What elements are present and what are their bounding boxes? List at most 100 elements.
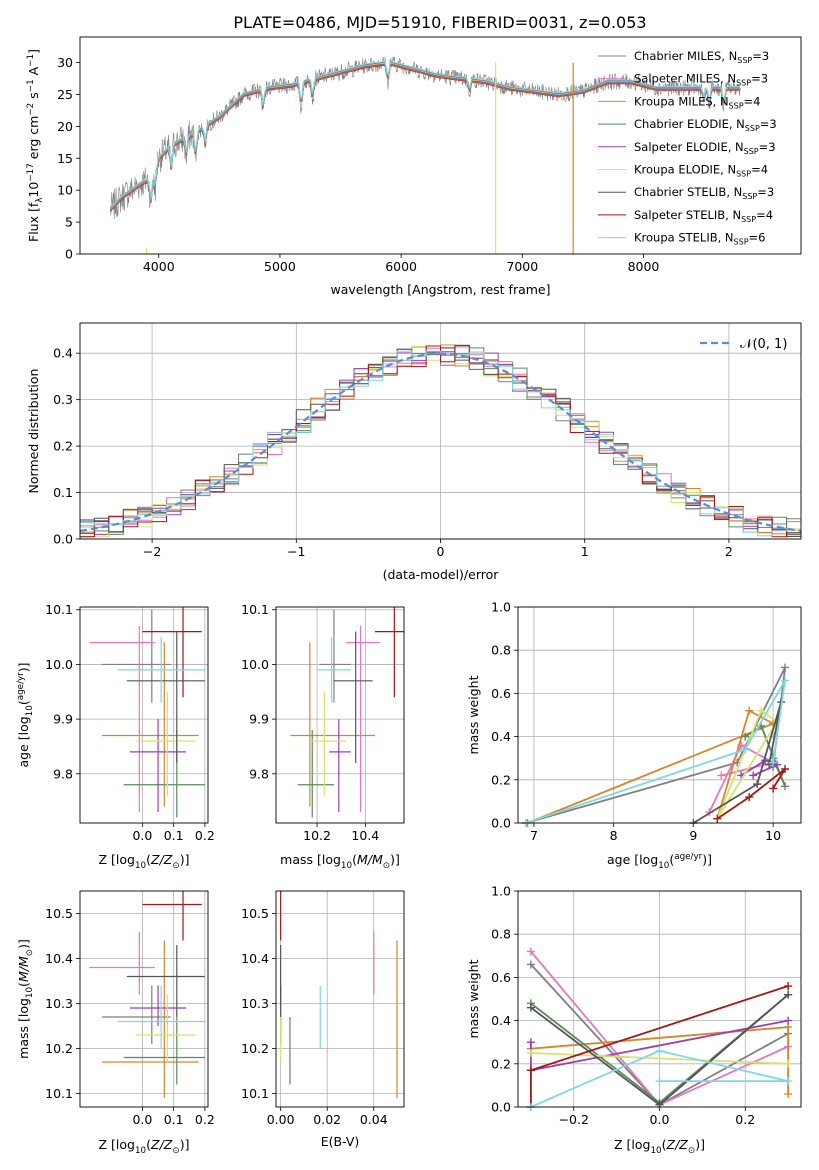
axes-frame bbox=[79, 606, 209, 824]
y-axis-label-part: A bbox=[26, 66, 41, 79]
x-tick-label: 0 bbox=[437, 544, 445, 559]
y-tick-label: 10.5 bbox=[241, 906, 269, 921]
mass-weight-series bbox=[716, 709, 779, 820]
mass-weight-series bbox=[527, 709, 776, 823]
legend-entry: Salpeter MILES, NSSP=3 bbox=[634, 72, 768, 88]
legend-sub: SSP bbox=[737, 56, 752, 65]
x-axis-label-part: )] bbox=[180, 1137, 190, 1152]
legend-sub: SSP bbox=[742, 192, 757, 201]
x-tick-label: 2 bbox=[725, 544, 733, 559]
mass-weight-marker bbox=[781, 782, 790, 791]
x-tick-label: 6000 bbox=[385, 259, 417, 274]
legend-entry: Kroupa MILES, NSSP=4 bbox=[634, 94, 760, 110]
x-axis-label-part: 10 bbox=[341, 861, 352, 871]
x-axis-label-part: 10 bbox=[650, 1146, 661, 1156]
x-axis-label-part: Z/Z bbox=[666, 1137, 689, 1152]
x-axis-label-part: ⊙ bbox=[383, 861, 390, 871]
y-axis-label-part: )] bbox=[16, 662, 31, 672]
spectrum-panel: 4000 5000 6000 7000 8000 0 5 10 15 20 25 30 waveleng… bbox=[26, 36, 802, 297]
y-axis-label: Flux [fλ10−17 erg cm−2 s−1 A−1] bbox=[26, 49, 45, 242]
axes-frame bbox=[517, 606, 802, 824]
age-vs-metallicity-panel: 0.0 0.1 0.29.89.910.010.1Z [log10(Z/Z⊙)]ag… bbox=[16, 602, 215, 871]
figure-title: PLATE=0486, MJD=51910, FIBERID=0031, z=0… bbox=[233, 13, 646, 32]
y-axis-label: age [log10(age/yr)] bbox=[16, 662, 35, 767]
y-tick-label: 20 bbox=[57, 119, 73, 134]
y-tick-label: 10.3 bbox=[45, 996, 73, 1011]
age-vs-mass-panel: 10.2 10.4 9.8 9.9 10.0 10.1 mass [log10(M/M⊙)] bbox=[241, 602, 405, 871]
mass-weight-marker bbox=[781, 663, 790, 672]
y-tick-label: 10.1 bbox=[45, 602, 73, 617]
mass-weight-marker bbox=[717, 771, 726, 780]
y-tick-label: 10.0 bbox=[45, 657, 73, 672]
x-axis-label-part: age/yr bbox=[674, 852, 702, 862]
mass-weight-marker bbox=[749, 771, 758, 780]
y-axis-label-part: −1 bbox=[26, 54, 36, 67]
legend-count: =3 bbox=[752, 49, 769, 63]
x-tick-label: 4000 bbox=[143, 259, 175, 274]
x-tick-label: 5000 bbox=[264, 259, 296, 274]
x-axis-label-part: mass [log bbox=[280, 852, 341, 867]
axes-frame bbox=[275, 606, 405, 824]
y-tick-label: 0.8 bbox=[491, 643, 511, 658]
y-axis-label-part: −1 bbox=[26, 79, 36, 92]
x-axis-label-part: Z/Z bbox=[150, 1137, 173, 1152]
x-tick-label: 0.2 bbox=[735, 1112, 755, 1127]
mass-weight-marker bbox=[784, 1059, 793, 1068]
legend-entry: 𝒩(0, 1) bbox=[740, 337, 787, 352]
y-tick-label: 1.0 bbox=[491, 884, 511, 899]
mass-weight-series bbox=[716, 768, 786, 820]
mass-weight-marker bbox=[741, 732, 750, 741]
y-axis-label-part: ( bbox=[16, 982, 31, 987]
legend-count: =4 bbox=[744, 94, 761, 108]
mass-vs-ebv-panel: 0.00 0.02 0.04 10.1 10.2 10.3 10.4 10.5 E(B-V) bbox=[241, 890, 405, 1149]
mass-weight-marker bbox=[781, 676, 790, 685]
mass-weight-marker bbox=[784, 990, 793, 999]
mass-weight-marker bbox=[655, 1046, 664, 1055]
x-axis-label: mass [log10(M/M⊙)] bbox=[280, 852, 400, 871]
x-tick-label: 8 bbox=[610, 828, 618, 843]
y-tick-label: 0.6 bbox=[491, 686, 511, 701]
x-axis-label-part: age [log bbox=[607, 852, 658, 867]
y-axis-label-part: 10 bbox=[26, 182, 41, 198]
x-tick-label: 0.1 bbox=[164, 1112, 184, 1127]
y-tick-label: 0.0 bbox=[53, 532, 73, 547]
x-tick-label: 0.0 bbox=[132, 828, 152, 843]
x-tick-label: 0.0 bbox=[132, 1112, 152, 1127]
y-tick-label: 9.8 bbox=[249, 766, 269, 781]
y-tick-label: 10.1 bbox=[241, 1086, 269, 1101]
y-axis-label-part: ⊙ bbox=[25, 949, 35, 956]
y-axis-label: Normed distribution bbox=[26, 369, 41, 494]
axes-frame bbox=[275, 890, 405, 1108]
x-axis-label-part: M/M bbox=[357, 852, 383, 867]
x-tick-label: 0.0 bbox=[650, 1112, 670, 1127]
normal-curve bbox=[80, 352, 801, 532]
mass-weight-marker bbox=[745, 793, 754, 802]
mass-weight-marker bbox=[784, 1016, 793, 1025]
y-tick-label: 0.8 bbox=[491, 927, 511, 942]
mass-weight-series bbox=[525, 679, 786, 823]
y-tick-label: 5 bbox=[65, 215, 73, 230]
model-spectrum bbox=[109, 61, 740, 209]
y-axis-label: mass weight bbox=[466, 959, 481, 1038]
y-tick-label: 10 bbox=[57, 183, 73, 198]
y-tick-label: 25 bbox=[57, 87, 73, 102]
y-axis-label-part: Flux [f bbox=[26, 202, 41, 242]
legend-name: Kroupa ELODIE, N bbox=[634, 163, 736, 177]
x-tick-label: 8000 bbox=[628, 259, 660, 274]
legend-count: =3 bbox=[751, 72, 768, 86]
y-tick-label: 0.2 bbox=[53, 439, 73, 454]
mass-weight-series bbox=[692, 701, 782, 823]
x-axis-label-part: Z [log bbox=[614, 1137, 650, 1152]
axes-frame bbox=[79, 322, 802, 540]
y-tick-label: 15 bbox=[57, 151, 73, 166]
y-tick-label: 0.4 bbox=[491, 729, 511, 744]
y-tick-label: 0.0 bbox=[491, 816, 511, 831]
legend-name: Salpeter ELODIE, N bbox=[634, 140, 744, 154]
x-axis-label: Z [log10(Z/Z⊙)] bbox=[614, 1137, 705, 1156]
axes-frame bbox=[79, 890, 209, 1108]
x-tick-label: 7 bbox=[530, 828, 538, 843]
mass-weight-marker bbox=[784, 1077, 793, 1086]
legend-entry: Kroupa STELIB, NSSP=6 bbox=[634, 231, 765, 247]
